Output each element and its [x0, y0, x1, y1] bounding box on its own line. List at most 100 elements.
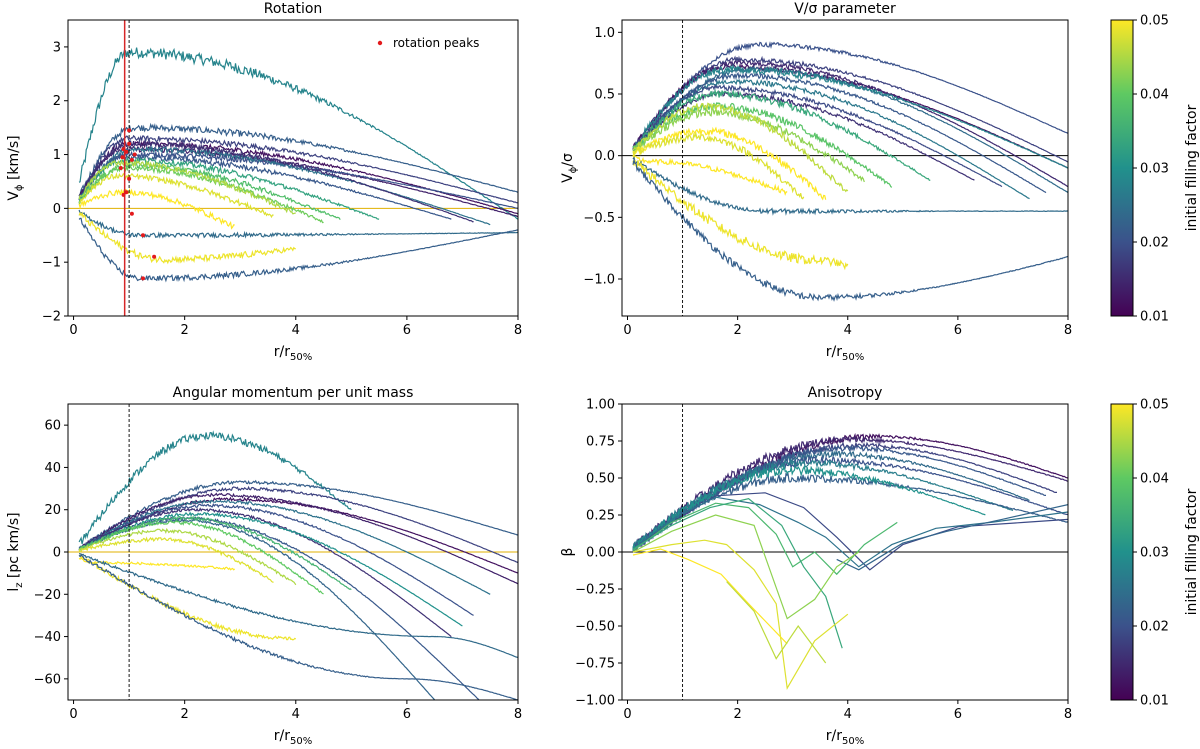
- series-line-10: [632, 88, 931, 181]
- colorbar-tick-label: 0.01: [1140, 694, 1169, 709]
- x-tick-label: 6: [954, 323, 962, 338]
- path-line-4: [632, 498, 843, 649]
- series-line-13: [632, 102, 849, 193]
- plot-area: [622, 20, 1068, 316]
- y-tick-label: −1: [42, 256, 61, 271]
- x-tick-label: 0: [69, 323, 77, 338]
- x-tick-label: 2: [733, 323, 741, 338]
- x-tick-label: 2: [181, 707, 189, 722]
- x-tick-label: 0: [623, 323, 631, 338]
- series-line-5: [78, 499, 491, 595]
- y-tick-label: −0.50: [575, 620, 615, 635]
- rotation-peak: [141, 233, 145, 238]
- y-axis-label: Vϕ/σ: [560, 153, 579, 183]
- rotation-peak: [118, 166, 123, 170]
- colorbar-tick-label: 0.01: [1140, 310, 1169, 325]
- y-axis-label: β: [560, 548, 576, 557]
- series-line-0: [78, 430, 352, 545]
- series-line-14: [78, 536, 274, 583]
- series-line-1: [78, 122, 518, 196]
- x-tick-label: 0: [69, 707, 77, 722]
- series-line-17: [78, 217, 518, 283]
- colorbar-gradient: [1110, 19, 1134, 317]
- x-tick-label: 2: [181, 323, 189, 338]
- y-tick-label: 0.5: [594, 88, 615, 103]
- rotation-peak: [141, 276, 145, 281]
- rotation-peak: [127, 128, 132, 133]
- x-tick-label: 4: [844, 323, 852, 338]
- rotation-peak: [121, 192, 126, 197]
- series-line-0: [78, 47, 518, 220]
- series-line-14: [78, 187, 235, 230]
- series-line-19: [632, 157, 1068, 302]
- x-tick-label: 4: [292, 323, 300, 338]
- series-line-7: [632, 78, 1030, 200]
- series-line-18: [632, 159, 849, 271]
- rotation-peak: [152, 254, 157, 259]
- series-line-1: [78, 479, 518, 550]
- colorbar-label: initial filling factor: [1184, 488, 1200, 615]
- series-line-16: [632, 154, 788, 196]
- series-line-1: [632, 55, 1068, 163]
- series-line-4: [632, 65, 1068, 194]
- y-tick-label: −0.25: [575, 583, 615, 598]
- series-line-6: [632, 71, 1047, 194]
- series-line-16: [78, 552, 518, 659]
- path-line-3: [632, 502, 898, 576]
- y-tick-label: 1.0: [594, 26, 615, 41]
- x-tick-label: 4: [844, 707, 852, 722]
- legend-marker: [377, 40, 383, 46]
- series-line-8: [632, 83, 1003, 188]
- series-line-12: [632, 107, 865, 183]
- rotation-peak: [120, 155, 125, 160]
- chart-title: Rotation: [264, 1, 323, 17]
- chart-title: Anisotropy: [808, 385, 883, 401]
- x-axis-label: r/r50%: [826, 728, 864, 747]
- series-line-7: [632, 472, 1068, 554]
- x-axis-label: r/r50%: [826, 344, 864, 363]
- series-line-13: [78, 527, 297, 586]
- panel-lz: 0 2 4 6 8 −60 −40 −20 0 20 40 60 Angular momentum pe…: [6, 385, 522, 747]
- series-line-17: [632, 156, 1068, 216]
- panel-rotation: 0 2 4 6 8 −2 −1 0 1 2 3 Rotation r/r50% Vϕ [km/s] rota…: [6, 1, 522, 363]
- x-tick-label: 6: [954, 707, 962, 722]
- y-tick-label: 1: [53, 148, 61, 163]
- series-line-2: [78, 134, 518, 204]
- plot-area: [68, 20, 518, 316]
- series-line-8: [78, 153, 452, 220]
- x-tick-label: 4: [292, 707, 300, 722]
- panel-vsigma: 0 2 4 6 8 −1.0 −0.5 0.0 0.5 1.0 V/σ parameter r/r50…: [560, 1, 1072, 363]
- y-tick-label: 60: [44, 419, 61, 434]
- x-tick-label: 8: [1064, 323, 1072, 338]
- path-line-6: [632, 539, 849, 691]
- series-line-7: [78, 139, 474, 223]
- series-line-16: [78, 211, 296, 265]
- series-line-4: [78, 492, 518, 585]
- rotation-peak: [124, 190, 129, 195]
- rotation-peak: [127, 176, 132, 181]
- x-tick-label: 6: [403, 707, 411, 722]
- y-tick-label: −20: [34, 588, 61, 603]
- plot-area: [68, 404, 518, 700]
- y-tick-label: 3: [53, 40, 61, 55]
- plot-area: [622, 404, 1068, 700]
- series-line-7: [78, 507, 452, 638]
- series-line-11: [78, 515, 352, 591]
- y-tick-label: 2: [53, 94, 61, 109]
- y-tick-label: 0.50: [586, 472, 615, 487]
- colorbar-tick-label: 0.03: [1140, 546, 1169, 561]
- y-tick-label: −60: [34, 672, 61, 687]
- series-line-0: [632, 41, 1068, 150]
- chart-title: V/σ parameter: [794, 1, 896, 17]
- series-line-13: [78, 171, 274, 219]
- y-tick-label: −2: [42, 310, 61, 325]
- colorbar-label: initial filling factor: [1184, 104, 1200, 231]
- colorbar-2: 0.01 0.02 0.03 0.04 0.05 initial filling fact…: [1110, 398, 1200, 709]
- series-line-4: [632, 449, 1030, 551]
- colorbar-tick-label: 0.05: [1140, 14, 1169, 29]
- y-tick-label: 1.00: [586, 398, 615, 413]
- panel-beta: 0 2 4 6 8 −1.00 −0.75 −0.50 −0.25 0.00 0.25 0.50 0.7…: [560, 385, 1072, 747]
- y-tick-label: −0.5: [583, 211, 615, 226]
- axes-frame: [621, 19, 1069, 317]
- rotation-peak: [132, 152, 137, 157]
